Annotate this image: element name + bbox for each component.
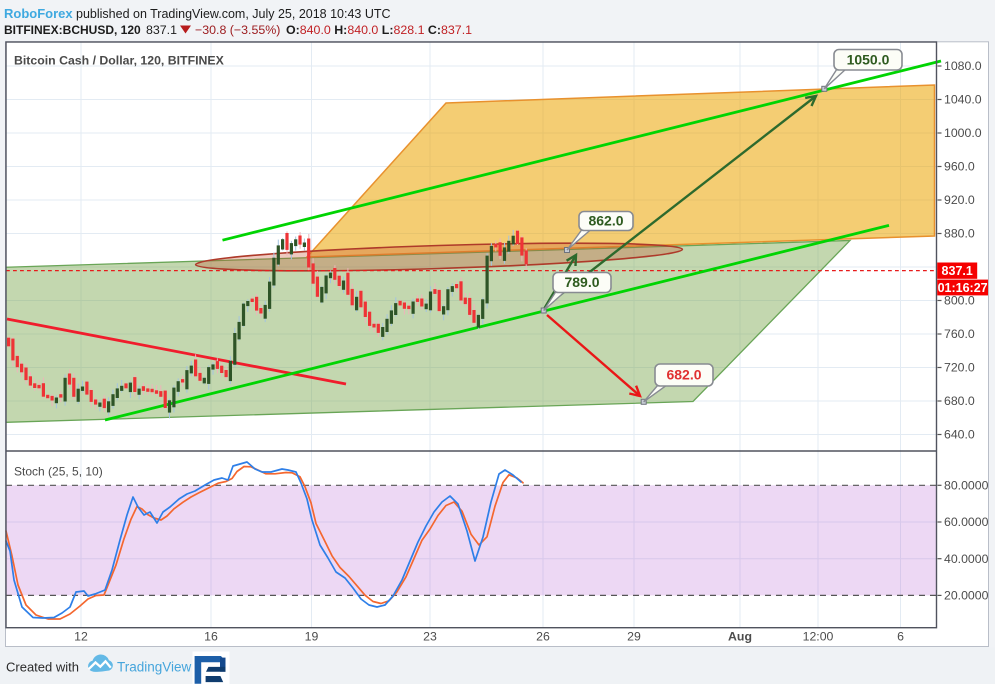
svg-text:TradingView: TradingView <box>117 660 192 675</box>
svg-text:6: 6 <box>897 630 904 644</box>
svg-text:1040.0: 1040.0 <box>944 93 982 107</box>
svg-text:RoboForex: RoboForex <box>4 6 73 21</box>
svg-text:16: 16 <box>204 630 218 644</box>
svg-text:Created with: Created with <box>6 660 79 675</box>
svg-text:1000.0: 1000.0 <box>944 126 982 140</box>
svg-text:Aug: Aug <box>728 630 752 644</box>
svg-text:−30.8 (−3.55%): −30.8 (−3.55%) <box>195 23 280 37</box>
svg-text:12: 12 <box>74 630 88 644</box>
svg-text:published on TradingView.com,: published on TradingView.com, July 25, 2… <box>76 7 391 21</box>
svg-text:837.1: 837.1 <box>942 264 973 278</box>
svg-text:BITFINEX:BCHUSD, 120: BITFINEX:BCHUSD, 120 <box>4 23 141 37</box>
svg-text:26: 26 <box>536 630 550 644</box>
svg-text:682.0: 682.0 <box>666 367 701 383</box>
svg-text:862.0: 862.0 <box>588 213 623 229</box>
svg-text:640.0: 640.0 <box>944 428 975 442</box>
svg-text:Stoch (25, 5, 10): Stoch (25, 5, 10) <box>14 465 103 479</box>
svg-text:837.1: 837.1 <box>146 23 177 37</box>
svg-text:920.0: 920.0 <box>944 193 975 207</box>
svg-text:60.0000: 60.0000 <box>944 515 989 529</box>
svg-text:789.0: 789.0 <box>564 274 599 290</box>
svg-text:29: 29 <box>627 630 641 644</box>
svg-text:80.0000: 80.0000 <box>944 479 989 493</box>
svg-text:19: 19 <box>305 630 319 644</box>
svg-text:880.0: 880.0 <box>944 227 975 241</box>
svg-text:680.0: 680.0 <box>944 394 975 408</box>
svg-text:800.0: 800.0 <box>944 294 975 308</box>
svg-text:20.0000: 20.0000 <box>944 589 989 603</box>
svg-text:720.0: 720.0 <box>944 361 975 375</box>
svg-text:23: 23 <box>423 630 437 644</box>
svg-text:1050.0: 1050.0 <box>847 51 890 67</box>
svg-text:01:16:27: 01:16:27 <box>938 281 988 295</box>
svg-text:960.0: 960.0 <box>944 160 975 174</box>
svg-text:1080.0: 1080.0 <box>944 59 982 73</box>
svg-text:12:00: 12:00 <box>803 630 834 644</box>
svg-text:40.0000: 40.0000 <box>944 552 989 566</box>
svg-text:O:840.0 H:840.0 L:828.1 C:837.: O:840.0 H:840.0 L:828.1 C:837.1 <box>286 23 472 37</box>
svg-text:760.0: 760.0 <box>944 327 975 341</box>
svg-text:Bitcoin Cash / Dollar, 120, BI: Bitcoin Cash / Dollar, 120, BITFINEX <box>14 54 225 68</box>
